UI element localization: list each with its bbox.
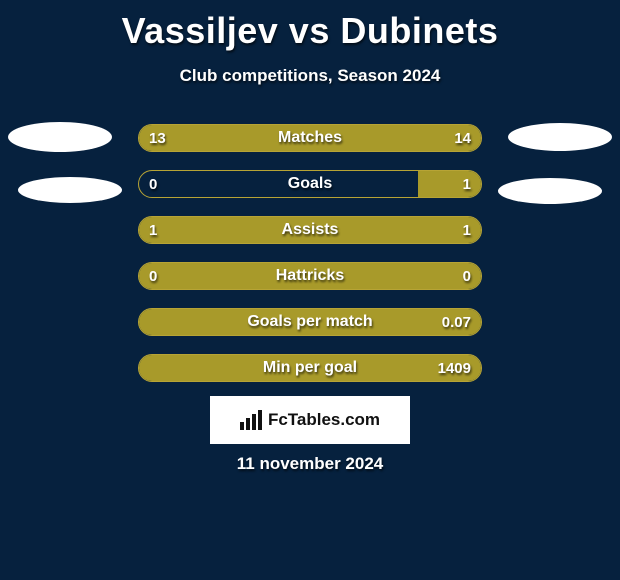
fctables-logo-icon xyxy=(240,410,262,430)
bar-value-left: 13 xyxy=(149,125,166,151)
bar-row-assists: 1 Assists 1 xyxy=(138,216,482,244)
bar-value-right: 0.07 xyxy=(442,309,471,335)
bar-row-matches: 13 Matches 14 xyxy=(138,124,482,152)
bar-fill-left xyxy=(139,263,310,289)
brand-badge: FcTables.com xyxy=(210,396,410,444)
bar-value-right: 1 xyxy=(463,217,471,243)
page-title: Vassiljev vs Dubinets xyxy=(0,0,620,52)
bar-value-right: 0 xyxy=(463,263,471,289)
bar-row-hattricks: 0 Hattricks 0 xyxy=(138,262,482,290)
bar-fill-right xyxy=(139,309,481,335)
bar-fill-right xyxy=(310,217,481,243)
bar-row-min-per-goal: Min per goal 1409 xyxy=(138,354,482,382)
bar-value-left: 1 xyxy=(149,217,157,243)
player-left-avatar-top xyxy=(8,122,112,152)
page-subtitle: Club competitions, Season 2024 xyxy=(0,66,620,86)
bar-value-left: 0 xyxy=(149,263,157,289)
bar-fill-left xyxy=(139,217,310,243)
bar-fill-right xyxy=(310,263,481,289)
brand-text: FcTables.com xyxy=(268,410,380,430)
bar-fill-right xyxy=(418,171,481,197)
player-left-avatar-bottom xyxy=(18,177,122,203)
bar-row-goals-per-match: Goals per match 0.07 xyxy=(138,308,482,336)
bar-row-goals: 0 Goals 1 xyxy=(138,170,482,198)
date-label: 11 november 2024 xyxy=(0,454,620,474)
player-right-avatar-top xyxy=(508,123,612,151)
player-right-avatar-bottom xyxy=(498,178,602,204)
bar-value-right: 1409 xyxy=(438,355,471,381)
bar-value-right: 1 xyxy=(463,171,471,197)
comparison-bars: 13 Matches 14 0 Goals 1 1 Assists 1 0 Ha… xyxy=(138,124,482,400)
bar-fill-right xyxy=(139,355,481,381)
bar-value-right: 14 xyxy=(454,125,471,151)
bar-value-left: 0 xyxy=(149,171,157,197)
